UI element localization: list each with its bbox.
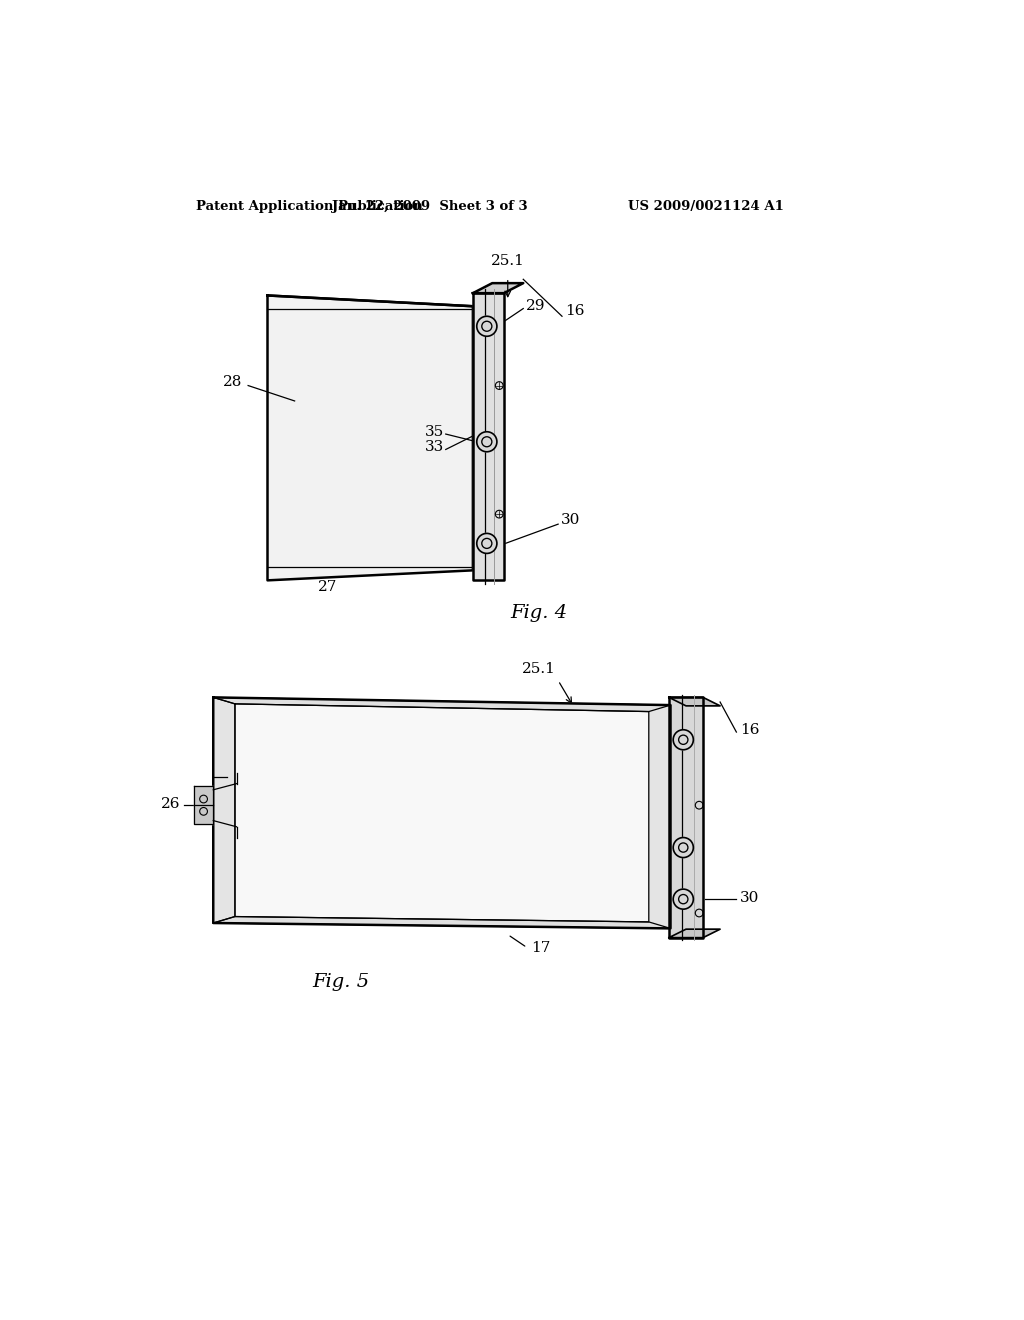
Text: 28: 28 <box>223 375 243 388</box>
Polygon shape <box>213 697 671 711</box>
Text: 27: 27 <box>317 581 337 594</box>
Circle shape <box>673 730 693 750</box>
Circle shape <box>477 432 497 451</box>
Polygon shape <box>194 785 213 825</box>
Text: 25.1: 25.1 <box>522 661 556 676</box>
Polygon shape <box>473 284 523 293</box>
Polygon shape <box>473 293 504 581</box>
Text: Fig. 5: Fig. 5 <box>312 973 370 991</box>
Polygon shape <box>234 704 649 921</box>
Circle shape <box>477 317 497 337</box>
Polygon shape <box>213 916 671 928</box>
Text: US 2009/0021124 A1: US 2009/0021124 A1 <box>628 199 783 213</box>
Polygon shape <box>669 929 720 937</box>
Circle shape <box>673 838 693 858</box>
Text: 30: 30 <box>560 513 580 527</box>
Polygon shape <box>649 705 671 928</box>
Text: 16: 16 <box>740 723 760 737</box>
Circle shape <box>477 533 497 553</box>
Polygon shape <box>213 697 234 923</box>
Text: 26: 26 <box>161 797 180 810</box>
Text: 30: 30 <box>740 891 760 904</box>
Text: 33: 33 <box>425 440 444 454</box>
Polygon shape <box>267 296 473 581</box>
Polygon shape <box>669 697 703 937</box>
Circle shape <box>673 890 693 909</box>
Text: 35: 35 <box>425 425 444 438</box>
Polygon shape <box>669 697 720 706</box>
Polygon shape <box>213 697 671 928</box>
Text: 29: 29 <box>526 300 546 313</box>
Text: 35: 35 <box>603 821 623 836</box>
Text: 25.1: 25.1 <box>490 253 524 268</box>
Text: 16: 16 <box>565 304 585 318</box>
Text: Jan. 22, 2009  Sheet 3 of 3: Jan. 22, 2009 Sheet 3 of 3 <box>333 199 528 213</box>
Text: Fig. 4: Fig. 4 <box>510 603 567 622</box>
Text: 17: 17 <box>531 941 550 954</box>
Text: Patent Application Publication: Patent Application Publication <box>197 199 423 213</box>
